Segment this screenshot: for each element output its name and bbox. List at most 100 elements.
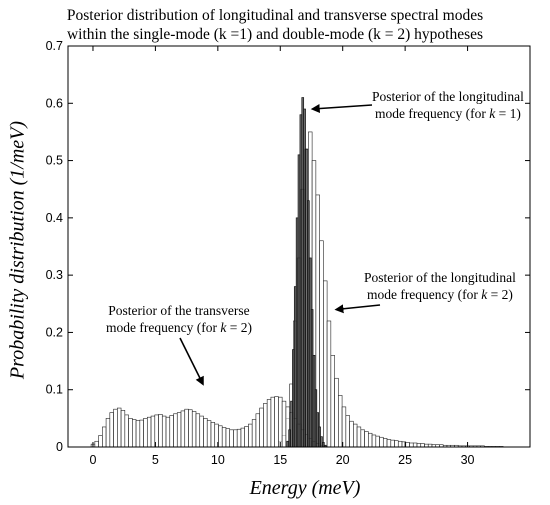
bars-layer [90, 97, 504, 448]
x-tick-label: 20 [336, 453, 350, 467]
annotation-arrows [179, 104, 381, 386]
arrow-longitudinal-k1 [310, 104, 373, 114]
bar-trans_k2 [221, 427, 227, 448]
plot-frame [67, 45, 531, 448]
annotation-transverse-k2: Posterior of the transverse mode frequen… [106, 302, 252, 336]
bar-long_k2 [379, 436, 384, 448]
bar-trans_k2 [132, 419, 137, 448]
bar-trans_k2 [94, 440, 99, 448]
bar-long_k2 [412, 442, 418, 448]
x-tick-label: 25 [398, 453, 412, 467]
bar-trans_k2 [109, 412, 114, 448]
bar-long_k2 [345, 415, 350, 448]
bar-long_k2 [323, 280, 328, 448]
bar-trans_k2 [188, 409, 193, 448]
bar-trans_k2 [158, 414, 163, 448]
bar-trans_k2 [195, 413, 201, 448]
bar-trans_k2 [165, 416, 171, 448]
annotation-longitudinal-k2: Posterior of the longitudinal mode frequ… [364, 269, 516, 303]
bar-trans_k2 [191, 411, 197, 448]
bar-trans_k2 [161, 415, 167, 448]
annotation-longitudinal-k2-line1: Posterior of the longitudinal [364, 270, 516, 285]
bar-long_k2 [375, 435, 380, 448]
bar-trans_k2 [98, 435, 103, 448]
y-tick-label: 0.6 [46, 96, 63, 110]
bar-trans_k2 [225, 428, 230, 448]
annotation-longitudinal-k1: Posterior of the longitudinal mode frequ… [372, 88, 524, 122]
bar-long_k2 [349, 420, 354, 448]
y-tick-label: 0 [56, 440, 63, 454]
bar-trans_k2 [240, 427, 245, 448]
arrow-longitudinal-k2 [334, 304, 381, 314]
bar-long_k2 [409, 442, 414, 448]
bar-long_k2 [341, 406, 347, 448]
y-tick-label: 0.5 [46, 154, 63, 168]
y-tick-label: 0.7 [46, 39, 63, 53]
bar-trans_k2 [203, 418, 208, 448]
bar-trans_k2 [146, 416, 152, 448]
bar-long_k2 [356, 426, 362, 448]
bar-long_k2 [360, 429, 365, 448]
bar-trans_k2 [233, 429, 238, 448]
bar-long_k2 [394, 440, 399, 448]
bar-long_k2 [420, 443, 425, 448]
bar-long_k2 [390, 439, 395, 448]
bar-long_k2 [382, 438, 388, 448]
chart-title-line-1: Posterior distribution of longitudinal a… [66, 7, 484, 24]
bar-trans_k2 [169, 415, 174, 448]
x-tick-label: 0 [89, 453, 96, 467]
bar-long_k2 [326, 320, 332, 448]
bar-trans_k2 [244, 426, 249, 448]
arrow-transverse-k2 [179, 337, 204, 386]
bar-long_k2 [319, 240, 324, 448]
bar-trans_k2 [176, 412, 182, 448]
bar-trans_k2 [117, 407, 122, 448]
bar-long_k2 [334, 377, 339, 448]
bar-trans_k2 [173, 413, 178, 448]
y-tick-label: 0.2 [46, 325, 63, 339]
bar-long_k2 [364, 431, 369, 448]
bar-trans_k2 [105, 418, 111, 448]
bar-trans_k2 [266, 399, 272, 448]
bar-trans_k2 [278, 396, 283, 448]
bar-trans_k2 [255, 413, 260, 448]
bar-trans_k2 [281, 400, 287, 448]
bar-trans_k2 [102, 426, 107, 448]
x-tick-label: 15 [273, 453, 287, 467]
x-tick-label: 5 [152, 453, 159, 467]
y-tick-label: 0.1 [46, 383, 63, 397]
bar-trans_k2 [143, 418, 148, 448]
annotation-transverse-k2-line2: mode frequency (for k = 2) [106, 320, 252, 335]
bar-trans_k2 [229, 429, 234, 448]
x-tick-label: 30 [461, 453, 475, 467]
bar-trans_k2 [251, 419, 257, 448]
bar-trans_k2 [248, 423, 253, 448]
bar-trans_k2 [236, 428, 242, 448]
bar-trans_k2 [150, 415, 156, 448]
annotation-longitudinal-k1-line1: Posterior of the longitudinal [372, 89, 524, 104]
bar-trans_k2 [210, 422, 216, 448]
axes-layer: 0 5 10 15 20 25 30 0 0.1 0.2 0.3 0.4 0.5 0.6 0.7 [46, 39, 531, 467]
bar-trans_k2 [199, 415, 204, 448]
bar-long_k2 [330, 355, 335, 448]
bar-trans_k2 [274, 396, 279, 448]
chart-title-line-2: within the single-mode (k =1) and double… [66, 26, 484, 43]
bar-long_k2 [416, 443, 422, 448]
annotation-longitudinal-k2-line2: mode frequency (for k = 2) [366, 287, 513, 302]
x-tick-label: 10 [211, 453, 225, 467]
bar-long_k2 [397, 440, 403, 448]
bar-long_k2 [371, 434, 377, 448]
y-tick-label: 0.3 [46, 268, 63, 282]
bar-long_k2 [405, 442, 410, 448]
x-axis-label: Energy (meV) [249, 477, 361, 499]
y-tick-label: 0.4 [46, 211, 63, 225]
bar-trans_k2 [218, 425, 223, 448]
bar-trans_k2 [206, 420, 212, 448]
bar-trans_k2 [270, 396, 275, 448]
bar-trans_k2 [135, 420, 141, 448]
bar-trans_k2 [184, 408, 189, 448]
annotation-longitudinal-k1-line2: mode frequency (for k = 1) [374, 106, 521, 121]
bar-trans_k2 [113, 408, 118, 448]
bar-long_k2 [353, 423, 358, 448]
